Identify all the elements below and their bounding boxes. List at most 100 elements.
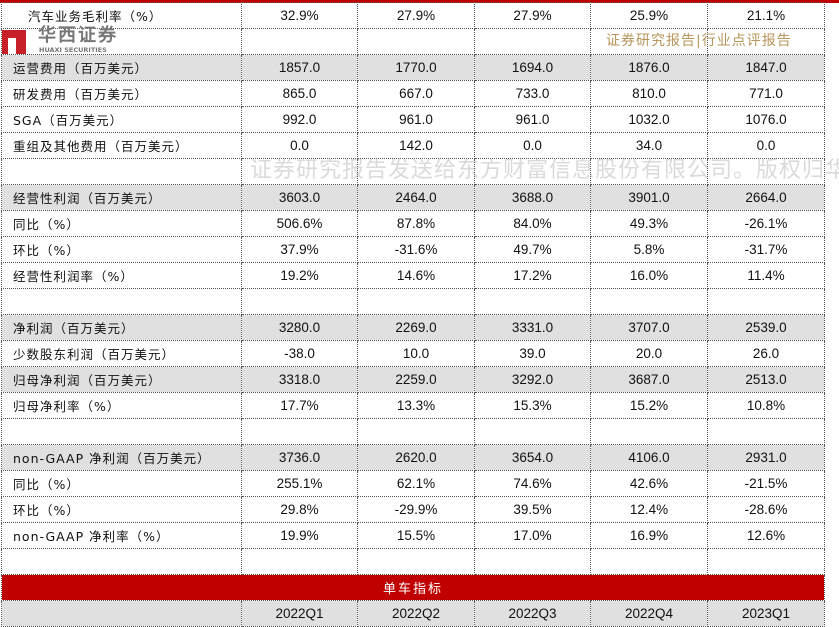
row-label: SGA（百万美元） <box>1 106 242 133</box>
row-value: 3654.0 <box>474 444 591 471</box>
quarter-header-row: 2022Q1 2022Q2 2022Q3 2022Q4 2023Q1 <box>1 600 825 627</box>
row-value: -28.6% <box>707 496 825 523</box>
row-value: 1694.0 <box>474 54 591 81</box>
row-value: 32.9% <box>241 2 358 29</box>
table-row: 归母净利率（%） 17.7% 13.3% 15.3% 15.2% 10.8% <box>1 392 825 419</box>
row-value: 1847.0 <box>707 54 825 81</box>
quarter-header: 2022Q3 <box>474 600 591 627</box>
row-value: 74.6% <box>474 470 591 497</box>
row-value <box>590 288 708 315</box>
row-label: 研发费用（百万美元） <box>1 80 242 107</box>
logo-mark-icon <box>2 30 26 54</box>
top-accent-bar <box>0 0 839 3</box>
row-value: 49.3% <box>590 210 708 237</box>
table-row <box>1 418 825 445</box>
row-value: 733.0 <box>474 80 591 107</box>
header-blank <box>1 600 242 627</box>
row-value: 12.6% <box>707 522 825 549</box>
row-value: 3603.0 <box>241 184 358 211</box>
table-row: 汽车业务毛利率（%） 32.9% 27.9% 27.9% 25.9% 21.1% <box>1 2 825 29</box>
quarter-header: 2022Q2 <box>357 600 475 627</box>
row-value: 39.0 <box>474 340 591 367</box>
row-value: 15.5% <box>357 522 475 549</box>
row-value: 21.1% <box>707 2 825 29</box>
row-label: 少数股东利润（百万美元） <box>1 340 242 367</box>
row-value <box>357 418 475 445</box>
row-value <box>241 28 358 55</box>
table-row: 环比（%） 37.9% -31.6% 49.7% 5.8% -31.7% <box>1 236 825 263</box>
row-value: 3707.0 <box>590 314 708 341</box>
row-label <box>1 418 242 445</box>
table-row: 重组及其他费用（百万美元） 0.0 142.0 0.0 34.0 0.0 <box>1 132 825 159</box>
section-title: 单车指标 <box>1 574 825 601</box>
row-label: 汽车业务毛利率（%） <box>1 2 242 29</box>
row-value: 16.9% <box>590 522 708 549</box>
table-row: 运营费用（百万美元） 1857.0 1770.0 1694.0 1876.0 1847.0 <box>1 54 825 81</box>
row-label: 运营费用（百万美元） <box>1 54 242 81</box>
row-value <box>474 418 591 445</box>
row-label <box>1 548 242 575</box>
table-row <box>1 28 825 55</box>
row-value: 10.8% <box>707 392 825 419</box>
row-value: 0.0 <box>241 132 358 159</box>
row-value: 14.6% <box>357 262 475 289</box>
row-value: 2513.0 <box>707 366 825 393</box>
report-tag: 证券研究报告|行业点评报告 <box>606 33 792 49</box>
row-value: 810.0 <box>590 80 708 107</box>
row-value: 49.7% <box>474 236 591 263</box>
row-value: 17.2% <box>474 262 591 289</box>
row-label <box>1 288 242 315</box>
row-value: 2931.0 <box>707 444 825 471</box>
row-label: 归母净利率（%） <box>1 392 242 419</box>
row-value: 20.0 <box>590 340 708 367</box>
row-value: 29.8% <box>241 496 358 523</box>
row-value: 25.9% <box>590 2 708 29</box>
row-value: 27.9% <box>357 2 475 29</box>
row-label: 环比（%） <box>1 496 242 523</box>
table-row: 归母净利润（百万美元） 3318.0 2259.0 3292.0 3687.0 2513.… <box>1 366 825 393</box>
row-value: -21.5% <box>707 470 825 497</box>
row-value: -31.7% <box>707 236 825 263</box>
row-value: 3687.0 <box>590 366 708 393</box>
row-value: 2539.0 <box>707 314 825 341</box>
row-value <box>590 158 708 185</box>
row-value: 3688.0 <box>474 184 591 211</box>
row-value: 16.0% <box>590 262 708 289</box>
table-row: 经营性利润率（%） 19.2% 14.6% 17.2% 16.0% 11.4% <box>1 262 825 289</box>
row-value <box>357 28 475 55</box>
row-label: 同比（%） <box>1 210 242 237</box>
row-value <box>590 548 708 575</box>
row-value: 506.6% <box>241 210 358 237</box>
table-row: 同比（%） 255.1% 62.1% 74.6% 42.6% -21.5% <box>1 470 825 497</box>
row-value: 84.0% <box>474 210 591 237</box>
row-value <box>241 158 358 185</box>
row-value: 34.0 <box>590 132 708 159</box>
logo-cn: 华西证券 <box>38 25 118 46</box>
row-value: 3318.0 <box>241 366 358 393</box>
row-value <box>707 158 825 185</box>
row-value: 2620.0 <box>357 444 475 471</box>
row-value: 2464.0 <box>357 184 475 211</box>
row-value: 142.0 <box>357 132 475 159</box>
row-value: 11.4% <box>707 262 825 289</box>
row-value: 2259.0 <box>357 366 475 393</box>
table-row: SGA（百万美元） 992.0 961.0 961.0 1032.0 1076.0 <box>1 106 825 133</box>
table-row: 少数股东利润（百万美元） -38.0 10.0 39.0 20.0 26.0 <box>1 340 825 367</box>
row-value: 27.9% <box>474 2 591 29</box>
row-value: 42.6% <box>590 470 708 497</box>
row-label <box>1 158 242 185</box>
table-row: 环比（%） 29.8% -29.9% 39.5% 12.4% -28.6% <box>1 496 825 523</box>
row-value: 2664.0 <box>707 184 825 211</box>
row-value: 37.9% <box>241 236 358 263</box>
row-label: non-GAAP 净利润（百万美元） <box>1 444 242 471</box>
row-value <box>707 418 825 445</box>
row-value: 13.3% <box>357 392 475 419</box>
row-value: 3331.0 <box>474 314 591 341</box>
row-value: 0.0 <box>707 132 825 159</box>
row-value: 87.8% <box>357 210 475 237</box>
row-value: 10.0 <box>357 340 475 367</box>
row-value <box>474 288 591 315</box>
row-value: 12.4% <box>590 496 708 523</box>
table-row <box>1 158 825 185</box>
row-value <box>474 548 591 575</box>
